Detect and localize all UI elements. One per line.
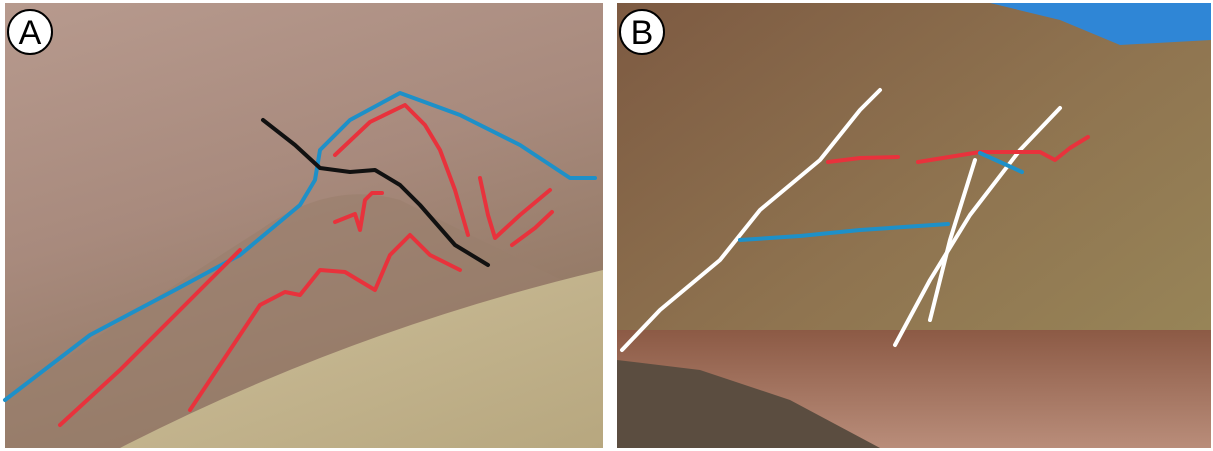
panel-label: B bbox=[631, 14, 654, 52]
panel-b: B bbox=[617, 3, 1211, 448]
figure: A B bbox=[0, 0, 1213, 451]
panel-label: A bbox=[19, 14, 42, 52]
panel-a: A bbox=[5, 3, 603, 448]
